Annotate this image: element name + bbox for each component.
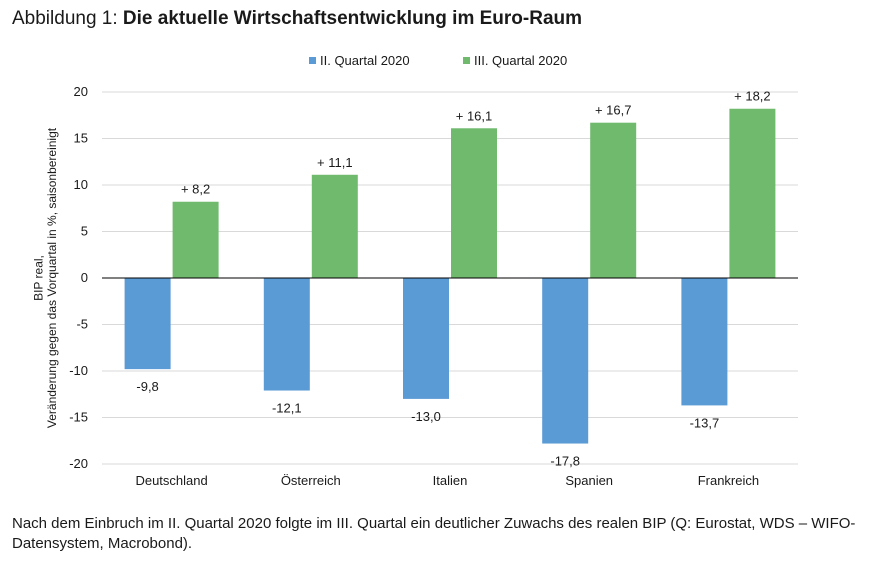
x-tick-label: Frankreich bbox=[698, 473, 759, 488]
y-tick-label: 0 bbox=[81, 270, 88, 285]
legend: II. Quartal 2020 III. Quartal 2020 bbox=[0, 53, 871, 71]
legend-label-q3: III. Quartal 2020 bbox=[474, 53, 568, 68]
y-tick-label: -15 bbox=[69, 410, 88, 425]
x-tick-label: Italien bbox=[433, 473, 468, 488]
bar-q3-1 bbox=[311, 174, 358, 278]
data-label: -9,8 bbox=[136, 379, 158, 394]
legend-swatch-q2 bbox=[309, 57, 316, 64]
y-tick-label: -5 bbox=[76, 317, 88, 332]
title-prefix: Abbildung 1: bbox=[12, 8, 123, 29]
data-label: + 16,7 bbox=[595, 103, 632, 118]
x-tick-label: Österreich bbox=[281, 473, 341, 488]
bar-q2-3 bbox=[542, 278, 589, 444]
y-tick-label: -10 bbox=[69, 363, 88, 378]
legend-item-q2: II. Quartal 2020 bbox=[309, 53, 410, 68]
bar-q2-1 bbox=[263, 278, 310, 391]
bar-q3-4 bbox=[729, 108, 776, 279]
bar-q2-4 bbox=[681, 278, 728, 406]
y-tick-label: 15 bbox=[74, 131, 88, 146]
bar-q3-2 bbox=[451, 128, 497, 278]
data-label: -17,8 bbox=[550, 454, 580, 469]
legend-swatch-q3 bbox=[463, 57, 470, 64]
y-axis-label: BIP real,Veränderung gegen das Vorquarta… bbox=[31, 127, 59, 428]
data-label: + 8,2 bbox=[181, 182, 210, 197]
data-label: + 16,1 bbox=[456, 108, 493, 123]
bar-q3-3 bbox=[590, 122, 637, 278]
data-label: -13,7 bbox=[690, 415, 720, 430]
legend-label-q2: II. Quartal 2020 bbox=[320, 53, 410, 68]
figure-caption: Nach dem Einbruch im II. Quartal 2020 fo… bbox=[12, 515, 856, 552]
y-tick-label: 5 bbox=[81, 224, 88, 239]
bar-chart: 20 15 10 5 0 -5 -10 -15 -20 BIP real,Veränderung … bbox=[31, 84, 798, 488]
bar-q2-2 bbox=[403, 278, 449, 399]
title-main: Die aktuelle Wirtschaftsentwicklung im E… bbox=[122, 8, 583, 29]
legend-item-q3: III. Quartal 2020 bbox=[463, 53, 567, 68]
data-label: -12,1 bbox=[272, 401, 302, 416]
y-tick-label: -20 bbox=[69, 456, 88, 471]
bar-q2-0 bbox=[124, 278, 171, 370]
chart-title: Abbildung 1: Die aktuelle Wirtschaftsent… bbox=[12, 8, 582, 30]
data-label: -13,0 bbox=[411, 409, 441, 424]
y-tick-label: 10 bbox=[74, 177, 88, 192]
data-label: + 11,1 bbox=[317, 155, 353, 170]
data-label: + 18,2 bbox=[734, 89, 771, 104]
x-tick-label: Deutschland bbox=[135, 473, 207, 488]
x-tick-label: Spanien bbox=[565, 473, 613, 488]
bar-q3-0 bbox=[172, 201, 219, 278]
y-tick-label: 20 bbox=[74, 84, 88, 99]
